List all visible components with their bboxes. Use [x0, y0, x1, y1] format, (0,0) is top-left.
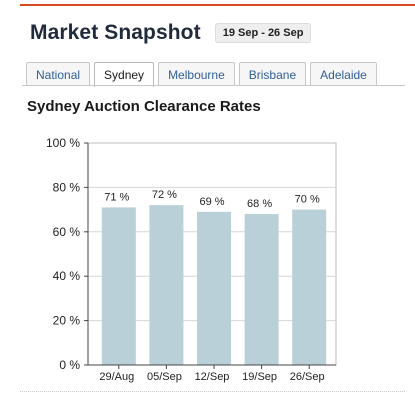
x-tick-label: 29/Aug [99, 371, 134, 383]
data-label: 68 % [247, 198, 272, 210]
bar [197, 211, 231, 365]
y-tick-label: 60 % [53, 225, 81, 239]
top-accent-rule [20, 4, 415, 6]
bar [149, 205, 184, 365]
x-tick-label: 05/Sep [147, 371, 182, 383]
tab-brisbane[interactable]: Brisbane [238, 62, 307, 86]
data-label: 72 % [152, 189, 177, 201]
header: Market Snapshot 19 Sep - 26 Sep [30, 18, 312, 48]
y-tick-label: 20 % [53, 314, 81, 328]
tab-sydney[interactable]: Sydney [94, 62, 155, 87]
date-range-badge: 19 Sep - 26 Sep [214, 23, 312, 43]
y-tick-label: 40 % [53, 269, 81, 283]
x-tick-label: 26/Sep [290, 371, 325, 383]
bottom-divider [20, 391, 405, 392]
page-title: Market Snapshot [30, 21, 201, 44]
bar [101, 207, 136, 365]
tab-national[interactable]: National [26, 62, 91, 86]
chart-title: Sydney Auction Clearance Rates [27, 98, 261, 115]
tab-divider [22, 85, 405, 86]
y-tick-label: 80 % [53, 180, 81, 194]
tab-adelaide[interactable]: Adelaide [310, 62, 377, 86]
data-label: 71 % [104, 191, 129, 203]
bar [244, 214, 279, 365]
tab-melbourne[interactable]: Melbourne [158, 62, 235, 86]
y-tick-label: 0 % [59, 358, 80, 372]
data-label: 69 % [199, 196, 224, 208]
region-tabs: National Sydney Melbourne Brisbane Adela… [26, 62, 381, 87]
x-tick-label: 19/Sep [242, 371, 277, 383]
data-label: 70 % [295, 194, 320, 206]
bar [292, 209, 327, 365]
x-tick-label: 12/Sep [195, 371, 230, 383]
y-tick-label: 100 % [46, 136, 80, 150]
